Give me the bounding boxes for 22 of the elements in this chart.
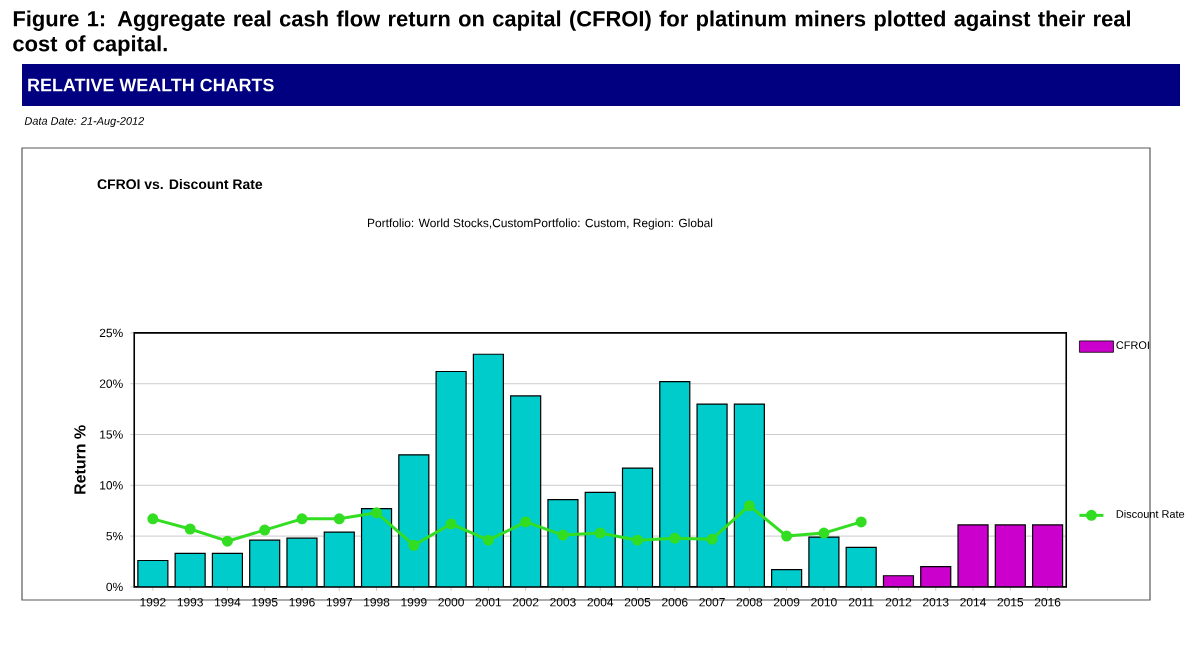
text: RELATIVE WEALTH CHARTS bbox=[28, 78, 274, 92]
point bbox=[184, 523, 196, 535]
point bbox=[296, 513, 308, 525]
point bbox=[781, 530, 793, 542]
point bbox=[445, 518, 457, 530]
point bbox=[557, 529, 569, 541]
point bbox=[743, 500, 755, 512]
point bbox=[520, 516, 532, 528]
point bbox=[371, 507, 383, 519]
point bbox=[147, 513, 159, 525]
point bbox=[818, 527, 830, 539]
point bbox=[221, 535, 233, 547]
point bbox=[333, 513, 345, 525]
point bbox=[706, 533, 718, 545]
point bbox=[408, 539, 420, 551]
chart-title: Figure 1: Aggregate real cash flow return on capital (CFROI) for platinum miners plotted against their real cost of capital. bbox=[13, 10, 1131, 56]
point bbox=[855, 516, 867, 528]
point bbox=[259, 524, 271, 536]
point bbox=[594, 527, 606, 539]
point bbox=[669, 532, 681, 544]
point bbox=[632, 534, 643, 546]
point bbox=[482, 534, 494, 546]
